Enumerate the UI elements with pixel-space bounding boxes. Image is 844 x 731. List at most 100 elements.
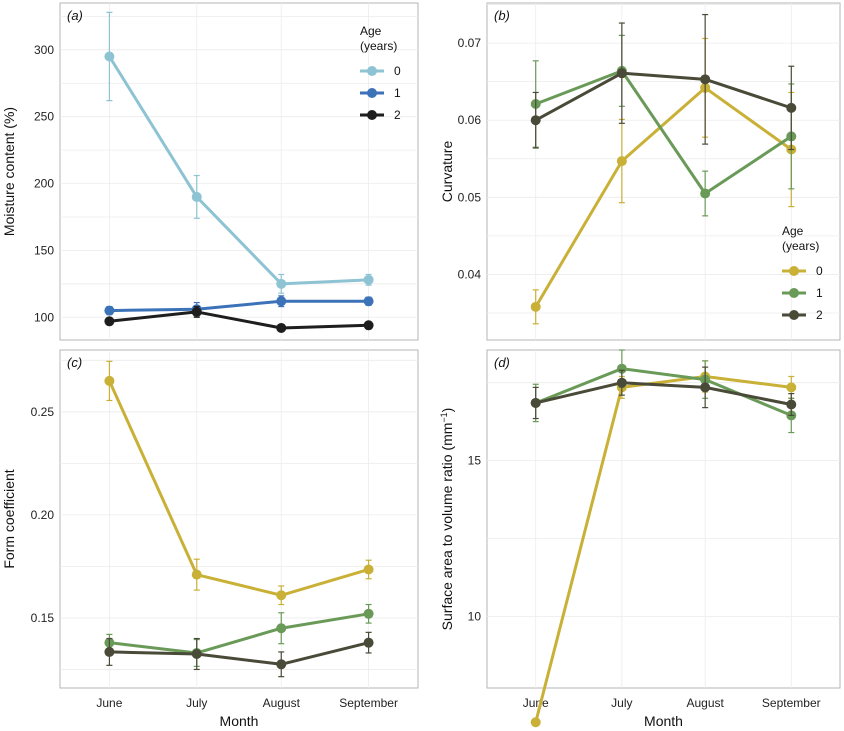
legend-swatch-point	[367, 110, 377, 120]
y-tick-label: 100	[34, 310, 54, 324]
y-tick-label: 0.05	[458, 190, 482, 204]
data-point	[363, 608, 374, 619]
series-0	[104, 11, 374, 294]
x-tick-label: August	[686, 696, 724, 710]
panel-a: 100 150 200 250 300 Moisture content (%) (a) Ag…	[1, 2, 419, 341]
y-tick-label: 150	[34, 243, 54, 257]
panel-label: (a)	[67, 8, 83, 23]
data-point	[104, 646, 115, 657]
data-point	[191, 569, 202, 580]
data-point	[363, 274, 374, 285]
series-line	[109, 299, 369, 313]
data-point	[363, 564, 374, 575]
x-tick-label: September	[339, 696, 398, 710]
panel-label: (b)	[494, 8, 510, 23]
legend-swatch-point	[789, 266, 799, 276]
data-point	[700, 74, 711, 85]
panel-frame	[59, 349, 419, 689]
series-line	[535, 367, 792, 417]
data-point	[786, 102, 797, 113]
series-2	[104, 631, 374, 678]
panel-label: (c)	[67, 355, 82, 370]
legend-label: 2	[816, 308, 823, 322]
data-point	[363, 296, 374, 307]
y-tick-label: 0.15	[31, 611, 55, 625]
x-tick-label: June	[523, 696, 549, 710]
series-line	[534, 86, 793, 308]
y-tick-label: 0.04	[458, 267, 482, 281]
x-tick-label: September	[762, 696, 821, 710]
panel-b: 0.04 0.05 0.06 0.07 Curvature (b) Age(years) 0 1…	[439, 2, 841, 341]
panel-c: 0.15 0.20 0.25 June July August September Month…	[1, 349, 419, 729]
data-point	[530, 115, 541, 126]
panel-frame	[486, 349, 841, 689]
data-point	[276, 322, 287, 333]
y-tick-label: 0.06	[458, 113, 482, 127]
series-0	[104, 360, 374, 606]
legend-swatch-point	[367, 88, 377, 98]
data-point	[191, 648, 202, 659]
series-line	[109, 612, 369, 655]
y-tick-label: 250	[34, 110, 54, 124]
data-point	[191, 191, 202, 202]
legend-label: 0	[394, 64, 401, 78]
y-tick-label: 15	[468, 454, 482, 468]
y-tick-label: 0.25	[31, 405, 55, 419]
panel-frame	[486, 2, 841, 341]
legend-swatch-point	[367, 66, 377, 76]
legend-label: 0	[816, 264, 823, 278]
series-2	[104, 305, 374, 333]
series-line	[535, 381, 792, 406]
data-point	[363, 320, 374, 331]
x-axis-label: Month	[644, 713, 683, 729]
data-point	[191, 306, 202, 317]
data-point	[276, 296, 287, 307]
y-tick-label: 0.20	[31, 508, 55, 522]
data-point	[363, 637, 374, 648]
y-axis-label: Form coefficient	[1, 469, 17, 568]
series-1	[104, 295, 374, 317]
data-point	[276, 659, 287, 670]
legend-title: Age	[782, 224, 804, 238]
y-axis-label: Moisture content (%)	[1, 107, 17, 236]
data-point	[530, 397, 541, 408]
data-point	[276, 590, 287, 601]
legend-label: 2	[394, 108, 401, 122]
x-tick-label: June	[96, 696, 122, 710]
data-point	[276, 278, 287, 289]
series-2	[530, 366, 797, 420]
data-point	[104, 51, 115, 62]
series-line	[535, 69, 793, 195]
x-tick-label: July	[611, 696, 632, 710]
panel-label: (d)	[494, 355, 510, 370]
data-point	[104, 305, 115, 316]
panel-frame	[59, 2, 419, 341]
series-line	[534, 374, 792, 723]
data-point	[616, 68, 627, 79]
data-point	[786, 399, 797, 410]
x-tick-label: July	[186, 696, 207, 710]
legend-label: 1	[816, 286, 823, 300]
data-point	[700, 188, 711, 199]
data-point	[104, 375, 115, 386]
data-point	[276, 623, 287, 634]
series-line	[534, 71, 792, 122]
legend-title: (years)	[360, 39, 397, 53]
x-axis-label: Month	[220, 713, 259, 729]
data-point	[616, 377, 627, 388]
legend-label: 1	[394, 86, 401, 100]
series-line	[108, 55, 369, 286]
legend: Age(years) 0 1 2	[782, 224, 823, 322]
legend-title: (years)	[782, 239, 819, 253]
data-point	[530, 301, 541, 312]
series-line	[109, 310, 369, 330]
y-tick-label: 300	[34, 43, 54, 57]
data-point	[530, 717, 541, 728]
legend-swatch-point	[789, 310, 799, 320]
legend-swatch-point	[789, 288, 799, 298]
legend: Age(years) 0 1 2	[360, 24, 401, 122]
y-tick-label: 200	[34, 177, 54, 191]
data-point	[104, 316, 115, 327]
x-tick-label: August	[263, 696, 301, 710]
